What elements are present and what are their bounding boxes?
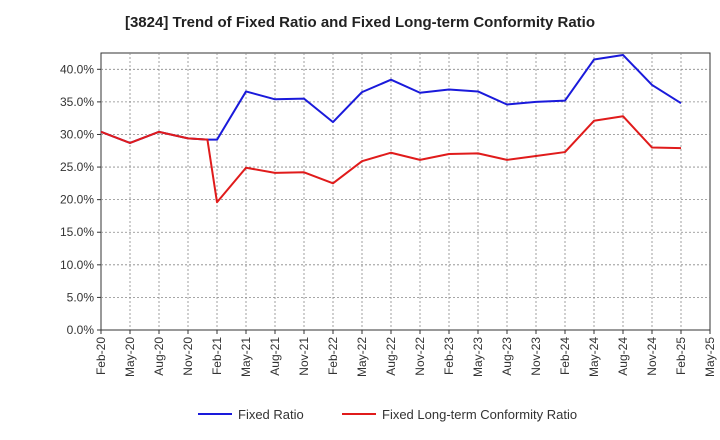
x-tick-label: Nov-21 xyxy=(297,337,311,376)
x-tick-label: Nov-22 xyxy=(413,337,427,376)
x-tick-label: Feb-20 xyxy=(94,337,108,375)
y-tick-label: 40.0% xyxy=(60,62,94,76)
series-line-1 xyxy=(100,115,682,204)
x-tick-label: May-20 xyxy=(123,337,137,377)
chart-title: [3824] Trend of Fixed Ratio and Fixed Lo… xyxy=(124,14,596,31)
y-tick-label: 10.0% xyxy=(60,258,94,272)
x-tick-label: Feb-23 xyxy=(442,337,456,375)
y-tick-label: 15.0% xyxy=(60,225,94,239)
y-tick-label: 20.0% xyxy=(60,193,94,207)
y-axis: 0.0% 5.0% 10.0% 15.0% 20.0% 25.0% 30.0% 35.0% 40… xyxy=(60,62,101,337)
x-tick-label: Feb-21 xyxy=(210,337,224,375)
series-lines xyxy=(100,53,682,204)
x-tick-label: May-23 xyxy=(471,337,485,377)
y-tick-label: 30.0% xyxy=(60,127,94,141)
y-tick-label: 0.0% xyxy=(67,323,95,337)
x-tick-label: Aug-21 xyxy=(268,337,282,376)
x-tick-label: Aug-23 xyxy=(500,337,514,376)
y-tick-label: 35.0% xyxy=(60,95,94,109)
legend: Fixed Ratio Fixed Long-term Conformity Ra… xyxy=(198,407,577,422)
x-axis: Feb-20 May-20 Aug-20 Nov-20 Feb-21 May-21 Aug-… xyxy=(94,330,717,377)
x-tick-label: May-24 xyxy=(587,337,601,377)
y-tick-label: 25.0% xyxy=(60,160,94,174)
x-tick-label: Aug-20 xyxy=(152,337,166,376)
plot-area xyxy=(100,52,711,331)
x-tick-label: May-22 xyxy=(355,337,369,377)
grid-lines xyxy=(101,53,710,330)
x-tick-label: Feb-24 xyxy=(558,337,572,375)
x-tick-label: Aug-22 xyxy=(384,337,398,376)
x-tick-label: Nov-20 xyxy=(181,337,195,376)
x-tick-label: May-25 xyxy=(703,337,717,377)
x-tick-label: Feb-25 xyxy=(674,337,688,375)
x-tick-label: Nov-24 xyxy=(645,337,659,376)
x-tick-label: May-21 xyxy=(239,337,253,377)
x-tick-label: Feb-22 xyxy=(326,337,340,375)
legend-label: Fixed Ratio xyxy=(238,407,304,422)
legend-label: Fixed Long-term Conformity Ratio xyxy=(382,407,577,422)
x-tick-label: Aug-24 xyxy=(616,337,630,376)
y-tick-label: 5.0% xyxy=(67,290,95,304)
x-tick-label: Nov-23 xyxy=(529,337,543,376)
